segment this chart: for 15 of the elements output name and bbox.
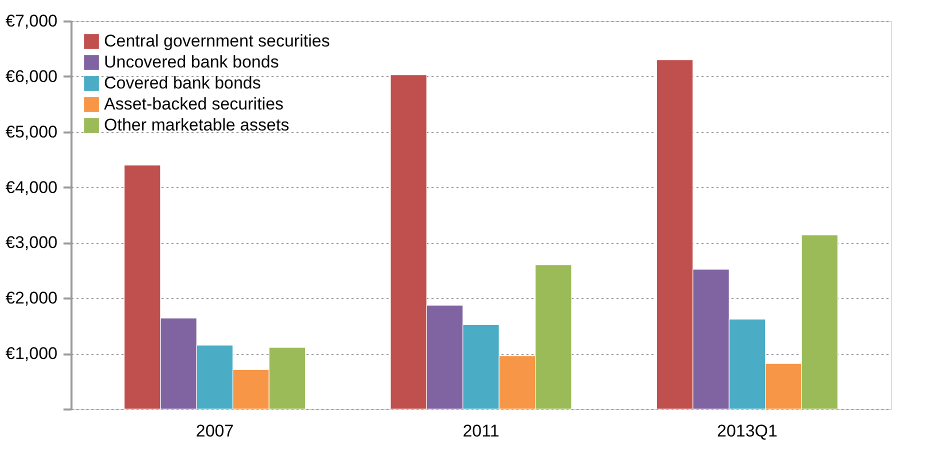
x-tick-label: 2007	[196, 422, 234, 440]
x-tick-label: 2013Q1	[716, 422, 778, 440]
legend-label: Covered bank bonds	[104, 74, 261, 92]
y-tick-label: €6,000	[6, 66, 58, 86]
legend-label: Central government securities	[104, 32, 330, 50]
y-tick-label: €4,000	[6, 178, 58, 197]
y-tick-label: €2,000	[6, 288, 58, 308]
x-tick-label: 2011	[462, 422, 500, 440]
y-tick-label: €1,000	[6, 344, 58, 364]
y-tick-label: €5,000	[6, 122, 58, 142]
y-tick-label: €3,000	[6, 233, 58, 252]
legend-label: Uncovered bank bonds	[104, 52, 279, 72]
y-tick-label: €7,000	[6, 12, 58, 30]
legend-label: Other marketable assets	[104, 116, 290, 134]
legend-label: Asset-backed securities	[104, 94, 284, 114]
